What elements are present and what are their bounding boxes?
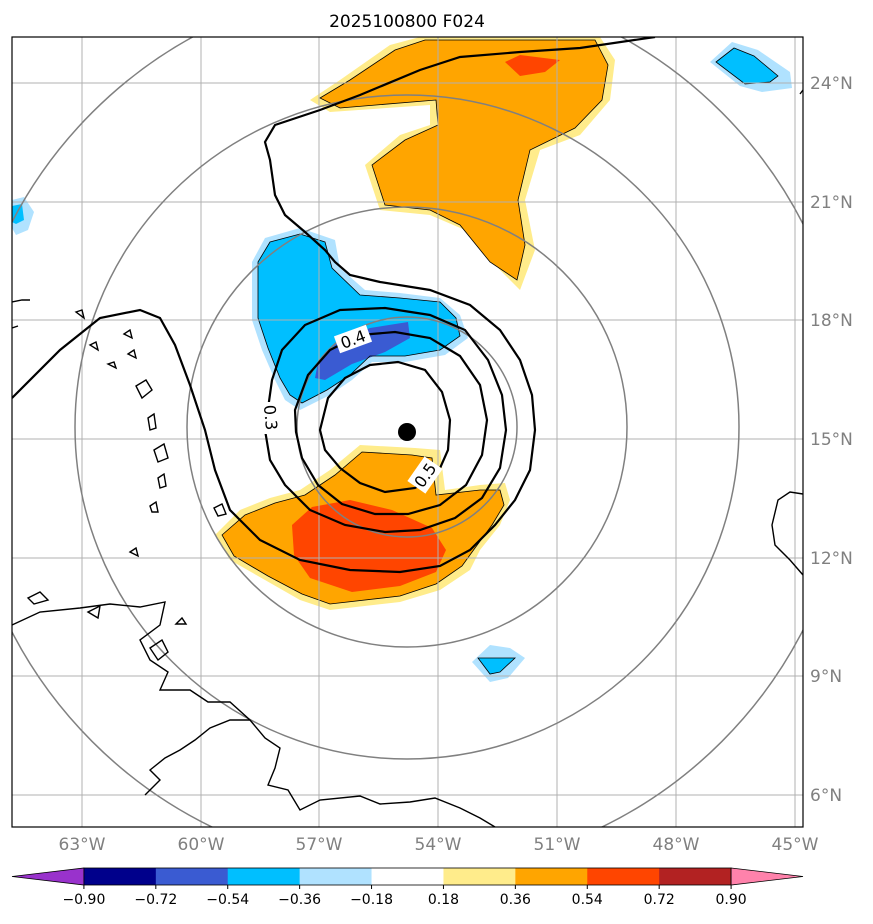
island-curacao (86, 604, 101, 620)
negative-anomaly-central-strong (315, 322, 410, 380)
colorbar-segment (227, 868, 301, 885)
trinidad (149, 638, 169, 662)
lon-label: 63°W (59, 835, 106, 855)
colorbar-segment (155, 868, 229, 885)
colorbar-extend-min (11, 867, 85, 886)
shading-outlines (221, 39, 779, 675)
colorbar-outline (83, 867, 732, 886)
contour-outer (12, 37, 656, 574)
colorbar-tick-label: 0.90 (716, 892, 747, 908)
colorbar-segment (587, 868, 660, 885)
positive-anomaly-south-strong (292, 500, 446, 592)
island-dominica (147, 412, 157, 431)
lon-label: 48°W (653, 835, 700, 855)
map-frame (11, 36, 804, 828)
contour-label-03: 0.3 (260, 404, 281, 431)
colorbar-segment (659, 868, 732, 885)
lon-label: 54°W (415, 835, 462, 855)
lat-label: 21°N (810, 193, 853, 213)
island-leeward-1 (88, 340, 100, 352)
colorbar-tick-label: −0.36 (278, 892, 321, 908)
lon-label: 60°W (178, 835, 225, 855)
positive-anomaly-north-mid (320, 40, 608, 280)
negative-anomaly-ne-mid (716, 48, 778, 84)
colorbar-segment (83, 868, 157, 885)
negative-anomaly-central-mid (258, 234, 460, 403)
colorbar-tick-label: 0.18 (428, 892, 459, 908)
lat-label: 15°N (810, 430, 853, 450)
island-barbuda (122, 328, 134, 340)
lat-label: 6°N (810, 786, 842, 806)
colorbar-tick-label: −0.54 (206, 892, 249, 908)
island-guadeloupe (135, 379, 153, 400)
island-leeward-2 (74, 309, 86, 320)
colorbar-tick-label: 0.36 (500, 892, 531, 908)
negative-anomaly-west-mid (12, 204, 24, 224)
colorbar-segment (299, 868, 373, 885)
positive-anomaly-north-strong (505, 55, 560, 76)
colorbar-tick-label: −0.90 (62, 892, 105, 908)
island-st-lucia (157, 472, 167, 489)
latitude-labels: 24°N 21°N 18°N 15°N 12°N 9°N 6°N (810, 74, 853, 806)
longitude-labels: 63°W 60°W 57°W 54°W 51°W 48°W 45°W (59, 835, 819, 855)
island-martinique (153, 442, 169, 463)
island-antigua (126, 348, 138, 360)
island-st-vincent (149, 500, 159, 513)
negative-anomaly-shading (12, 42, 792, 682)
lat-label: 24°N (810, 74, 853, 94)
venezuela-coast (144, 719, 250, 796)
lat-label: 12°N (810, 549, 853, 569)
map-title: 2025100800 F024 (329, 12, 485, 32)
island-sw (213, 503, 227, 517)
colorbar-tick-label: 0.72 (644, 892, 675, 908)
map-area: 0.4 0.3 0.5 (12, 37, 803, 827)
colorbar-segment (443, 868, 516, 885)
storm-center-marker (398, 423, 416, 441)
colorbar: −0.90 −0.72 −0.54 −0.36 −0.18 0.18 0.36 0.54 0.7… (11, 867, 804, 908)
colorbar-segment (515, 868, 588, 885)
island-leeward-3 (106, 361, 118, 370)
colorbar-tick-label: −0.18 (350, 892, 393, 908)
island-pr-1 (12, 299, 30, 303)
contour-03 (263, 306, 508, 534)
lon-label: 51°W (534, 835, 581, 855)
contour-05 (318, 360, 452, 494)
tobago (174, 616, 188, 625)
colorbar-extend-max (730, 867, 804, 886)
east-coast (771, 491, 803, 576)
lon-label: 45°W (772, 835, 819, 855)
range-rings (12, 37, 803, 827)
colorbar-segment (371, 868, 444, 885)
lon-label: 57°W (296, 835, 343, 855)
colorbar-tick-label: 0.54 (572, 892, 603, 908)
lat-label: 9°N (810, 667, 842, 687)
island-pr-2 (12, 325, 19, 329)
colorbar-tick-label: −0.72 (134, 892, 177, 908)
lat-label: 18°N (810, 311, 853, 331)
coastlines (12, 89, 803, 827)
island-grenada (128, 546, 140, 558)
positive-anomaly-shading (215, 37, 615, 610)
island-bonaire (26, 591, 50, 605)
